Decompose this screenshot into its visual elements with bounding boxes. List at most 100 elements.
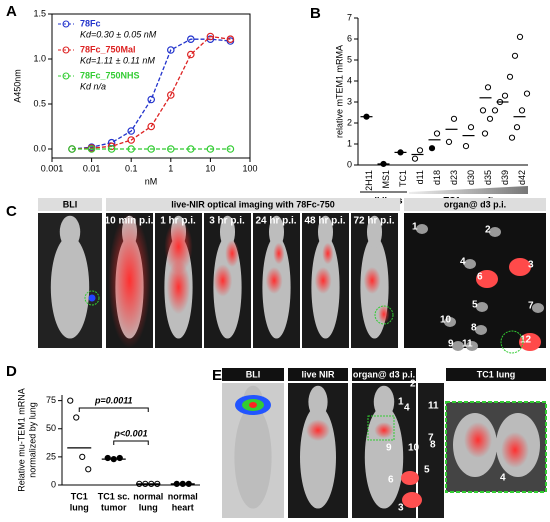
data-point (226, 145, 235, 153)
data-point (147, 95, 156, 104)
data-point (513, 124, 521, 131)
mouse-body (50, 235, 90, 339)
legend-marker (62, 20, 70, 28)
y-tick-label: 1 (347, 138, 352, 148)
x-tick-label: d42 (517, 170, 527, 185)
panel-label: B (310, 5, 321, 22)
y-tick-label: 1.5 (33, 8, 46, 18)
zoom-box (367, 415, 395, 441)
x-tick-label: 2H11 (364, 170, 374, 191)
plot-frame (51, 13, 251, 159)
data-point (450, 115, 458, 122)
organ-label: 7 (428, 433, 434, 444)
mouse-head (59, 215, 81, 249)
data-point (486, 115, 494, 122)
x-tick-label: TC1 (71, 491, 88, 501)
data-point (479, 107, 487, 114)
x-tick-label: 0.001 (41, 163, 64, 173)
data-point (416, 147, 424, 154)
organ (466, 341, 478, 351)
panel-header: BLI (246, 369, 261, 379)
data-point (428, 145, 436, 152)
data-point (73, 414, 80, 421)
mouse-head (219, 215, 236, 249)
organ (476, 302, 488, 312)
panel-header: organ@ d3 p.i. (444, 199, 506, 209)
organ-label: 7 (528, 301, 534, 312)
organ-label: 9 (448, 339, 454, 350)
mouse-head (366, 215, 383, 249)
organ-label: 10 (408, 443, 420, 454)
x-tick-label: d35 (483, 170, 493, 185)
organ-label: 8 (471, 323, 477, 334)
y-tick-label: 3 (347, 96, 352, 106)
x-tick-label: d11 (415, 170, 425, 184)
x-tick-label: 10 (205, 163, 215, 173)
data-point (481, 130, 489, 137)
data-point (127, 145, 136, 153)
nir-signal (166, 260, 191, 315)
y-tick-label: 0 (51, 479, 56, 489)
header-box (352, 368, 416, 381)
y-tick-label: 6 (347, 33, 352, 43)
data-point (516, 33, 524, 41)
panel-label: A (6, 3, 17, 20)
x-tick-label: lung (70, 502, 89, 512)
data-point (167, 145, 175, 153)
y-tick-label: 25 (46, 451, 56, 461)
y-axis-label: relative mTEM1 mRMA (334, 45, 344, 138)
organ-image (418, 383, 444, 518)
panel-label: C (6, 203, 17, 220)
organ (444, 317, 456, 327)
data-point (87, 145, 96, 153)
organ-image (404, 213, 546, 348)
data-point (445, 138, 453, 145)
organ (509, 258, 531, 276)
nir-signal (501, 432, 529, 468)
data-point (501, 92, 509, 99)
data-point (147, 122, 156, 131)
nir-signal (306, 419, 330, 442)
nir-signal (225, 240, 240, 267)
data-point (187, 50, 195, 59)
data-point (206, 145, 215, 153)
legend-entry: 78Fc (80, 18, 101, 28)
annotation: Kd=1.11 ± 0.11 nM (80, 55, 155, 65)
x-tick-label: 0.1 (125, 163, 138, 173)
data-point (226, 35, 235, 44)
nir-signal (374, 422, 394, 439)
organ (416, 224, 428, 234)
mouse-head (373, 385, 395, 419)
data-point (518, 107, 526, 114)
organ-label: 5 (472, 300, 478, 311)
organ-label: 4 (500, 473, 506, 484)
y-axis-label: normalized by lung (27, 402, 37, 478)
y-axis-label: Relative mu-TEM1 mRNA (16, 388, 26, 492)
annotation: p<0.001 (113, 428, 147, 438)
data-point (116, 454, 123, 462)
data-point (127, 136, 136, 144)
organ-label: 3 (528, 260, 534, 271)
organ-label: 4 (404, 403, 410, 414)
x-tick-label: 1 (168, 163, 173, 173)
legend-entry: 78Fc_750NHS (80, 70, 140, 80)
nir-signal (273, 242, 285, 265)
x-tick-label: 100 (242, 163, 257, 173)
organ-label: 8 (430, 440, 436, 451)
data-point (506, 73, 514, 80)
organ-label: 1 (412, 222, 418, 233)
nir-signal (322, 242, 334, 265)
timepoint-label: 10 min p.i. (105, 216, 154, 227)
timepoint-label: 72 hr p.i. (353, 216, 394, 227)
x-tick-label: d30 (466, 170, 476, 185)
organ-label: 6 (388, 475, 394, 486)
y-axis-label: A450nm (12, 69, 22, 103)
organ-label: 10 (440, 315, 452, 326)
mouse-body (234, 405, 272, 509)
panel-label: E (212, 367, 222, 384)
panel-header: TC1 lung (477, 369, 516, 379)
x-axis-label: nM (145, 176, 158, 186)
timepoint-label: 48 hr p.i. (304, 216, 345, 227)
nir-signal (213, 264, 233, 297)
